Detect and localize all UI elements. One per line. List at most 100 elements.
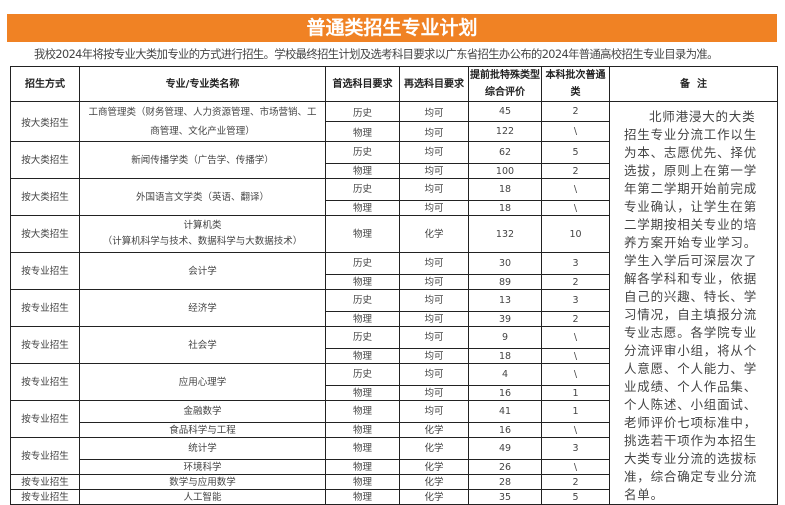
major-name: 食品科学与工程 bbox=[79, 422, 326, 438]
major-name: 社会学 bbox=[79, 326, 326, 364]
first-subject: 历史 bbox=[325, 326, 400, 349]
early-batch-quota: 122 bbox=[468, 121, 542, 142]
table-row: 物理 均可 122 \ bbox=[11, 121, 778, 142]
first-subject: 物理 bbox=[325, 459, 400, 475]
enrollment-mode: 按专业招生 bbox=[10, 252, 80, 290]
early-batch-quota: 16 bbox=[468, 385, 542, 401]
early-batch-quota: 89 bbox=[468, 274, 542, 290]
second-subject: 化学 bbox=[399, 459, 469, 475]
early-batch-quota: 9 bbox=[468, 326, 542, 349]
first-subject: 物理 bbox=[325, 437, 400, 460]
first-subject: 物理 bbox=[325, 385, 400, 401]
table-row: 按大类招生 外国语言文学类（英语、翻译） 历史 均可 18 \ bbox=[10, 178, 778, 216]
page-title: 普通类招生专业计划 bbox=[7, 14, 777, 42]
early-batch-quota: 16 bbox=[468, 422, 542, 438]
early-batch-quota: 41 bbox=[468, 400, 542, 423]
early-batch-quota: 18 bbox=[468, 348, 542, 364]
table-header-row: 招生方式 专业/专业类名称 首选科目要求 再选科目要求 提前批特殊类型综合评价 … bbox=[10, 66, 778, 102]
second-subject: 化学 bbox=[399, 215, 469, 253]
header-regular-batch: 本科批次普通类 bbox=[541, 66, 610, 102]
regular-batch-quota: 2 bbox=[541, 274, 610, 290]
major-name: 工商管理类（财务管理、人力资源管理、市场营销、工商管理、文化产业管理） bbox=[79, 101, 326, 142]
first-subject: 物理 bbox=[325, 400, 400, 423]
early-batch-quota: 18 bbox=[468, 178, 542, 201]
first-subject: 物理 bbox=[325, 274, 400, 290]
first-subject: 物理 bbox=[325, 163, 400, 179]
early-batch-quota: 62 bbox=[468, 141, 542, 164]
first-subject: 物理 bbox=[325, 121, 400, 142]
second-subject: 均可 bbox=[399, 348, 469, 364]
second-subject: 化学 bbox=[399, 437, 469, 460]
first-subject: 物理 bbox=[325, 422, 400, 438]
second-subject: 均可 bbox=[399, 252, 469, 275]
first-subject: 历史 bbox=[325, 101, 400, 122]
enrollment-mode: 按大类招生 bbox=[10, 215, 80, 253]
major-name: 应用心理学 bbox=[79, 363, 326, 401]
first-subject: 历史 bbox=[325, 252, 400, 275]
regular-batch-quota: \ bbox=[541, 200, 610, 216]
regular-batch-quota: \ bbox=[541, 422, 610, 438]
second-subject: 均可 bbox=[399, 311, 469, 327]
table-row: 按专业招生 经济学 历史 均可 13 3 bbox=[10, 289, 778, 327]
table-row: 物理 均可 39 2 bbox=[11, 311, 778, 327]
first-subject: 物理 bbox=[325, 474, 400, 490]
second-subject: 化学 bbox=[399, 489, 469, 505]
enrollment-mode: 按大类招生 bbox=[10, 178, 80, 216]
first-subject: 物理 bbox=[325, 200, 400, 216]
early-batch-quota: 49 bbox=[468, 437, 542, 460]
early-batch-quota: 18 bbox=[468, 200, 542, 216]
regular-batch-quota: \ bbox=[541, 178, 610, 201]
table-row: 按大类招生 新闻传播学类（广告学、传播学） 历史 均可 62 5 bbox=[10, 141, 778, 179]
regular-batch-quota: 2 bbox=[541, 474, 610, 490]
major-name: 金融数学 bbox=[79, 400, 326, 423]
enrollment-mode: 按专业招生 bbox=[10, 326, 80, 364]
early-batch-quota: 39 bbox=[468, 311, 542, 327]
second-subject: 化学 bbox=[399, 422, 469, 438]
regular-batch-quota: 1 bbox=[541, 385, 610, 401]
major-name: 统计学 bbox=[79, 437, 326, 460]
enrollment-mode: 按专业招生 bbox=[10, 289, 80, 327]
enrollment-mode: 按专业招生 bbox=[10, 489, 80, 505]
early-batch-quota: 100 bbox=[468, 163, 542, 179]
intro-text: 我校2024年将按专业大类加专业的方式进行招生。学校最终招生计划及选考科目要求以… bbox=[34, 48, 718, 61]
early-batch-quota: 45 bbox=[468, 101, 542, 122]
enrollment-mode: 按大类招生 bbox=[10, 141, 80, 179]
header-mode: 招生方式 bbox=[10, 66, 80, 102]
regular-batch-quota: \ bbox=[541, 459, 610, 475]
table-row: 物理 均可 18 \ bbox=[11, 348, 778, 364]
second-subject: 均可 bbox=[399, 400, 469, 423]
major-name: 会计学 bbox=[79, 252, 326, 290]
regular-batch-quota: \ bbox=[541, 363, 610, 386]
early-batch-quota: 13 bbox=[468, 289, 542, 312]
early-batch-quota: 28 bbox=[468, 474, 542, 490]
major-name: 新闻传播学类（广告学、传播学） bbox=[79, 141, 326, 179]
major-name-detail: （计算机科学与技术、数据科学与大数据技术） bbox=[102, 236, 303, 247]
enrollment-plan-table: 招生方式 专业/专业类名称 首选科目要求 再选科目要求 提前批特殊类型综合评价 … bbox=[10, 66, 778, 505]
major-name-line: 计算机类 bbox=[183, 220, 222, 231]
early-batch-quota: 4 bbox=[468, 363, 542, 386]
enrollment-mode: 按专业招生 bbox=[10, 400, 80, 438]
regular-batch-quota: 5 bbox=[541, 141, 610, 164]
enrollment-mode: 按专业招生 bbox=[10, 437, 80, 475]
table-row: 按大类招生 工商管理类（财务管理、人力资源管理、市场营销、工商管理、文化产业管理）… bbox=[10, 101, 778, 505]
enrollment-mode: 按专业招生 bbox=[10, 474, 80, 490]
second-subject: 均可 bbox=[399, 101, 469, 122]
major-name: 计算机类 （计算机科学与技术、数据科学与大数据技术） bbox=[79, 215, 326, 253]
table-row: 按专业招生 应用心理学 历史 均可 4 \ bbox=[10, 363, 778, 401]
early-batch-quota: 26 bbox=[468, 459, 542, 475]
header-major: 专业/专业类名称 bbox=[79, 66, 326, 102]
regular-batch-quota: 3 bbox=[541, 252, 610, 275]
early-batch-quota: 132 bbox=[468, 215, 542, 253]
first-subject: 历史 bbox=[325, 178, 400, 201]
second-subject: 均可 bbox=[399, 326, 469, 349]
first-subject: 历史 bbox=[325, 289, 400, 312]
enrollment-mode: 按大类招生 bbox=[10, 101, 80, 142]
second-subject: 均可 bbox=[399, 289, 469, 312]
regular-batch-quota: 2 bbox=[541, 163, 610, 179]
early-batch-quota: 35 bbox=[468, 489, 542, 505]
first-subject: 物理 bbox=[325, 348, 400, 364]
second-subject: 均可 bbox=[399, 121, 469, 142]
first-subject: 物理 bbox=[325, 311, 400, 327]
major-name: 经济学 bbox=[79, 289, 326, 327]
table-row: 物理 均可 16 1 bbox=[11, 385, 778, 401]
